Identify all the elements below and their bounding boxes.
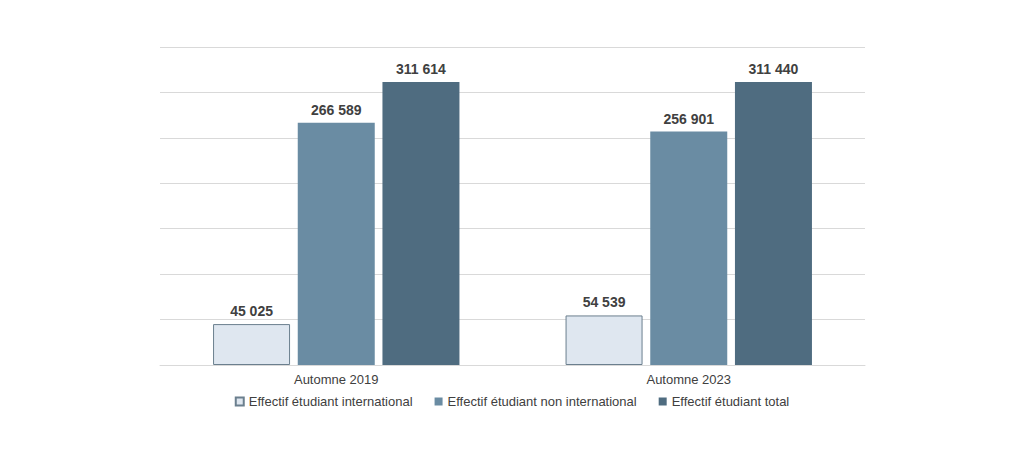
- svg-text:Effectif étudiant non internat: Effectif étudiant non international: [448, 394, 637, 409]
- svg-text:54 539: 54 539: [583, 294, 626, 310]
- svg-text:45 025: 45 025: [230, 303, 273, 319]
- svg-text:Automne 2023: Automne 2023: [646, 372, 731, 387]
- svg-text:Effectif étudiant total: Effectif étudiant total: [672, 394, 790, 409]
- svg-text:Effectif étudiant internationa: Effectif étudiant international: [249, 394, 413, 409]
- svg-text:311 614: 311 614: [396, 61, 446, 77]
- svg-text:311 440: 311 440: [749, 61, 799, 77]
- svg-text:266 589: 266 589: [311, 102, 362, 118]
- svg-text:Automne 2019: Automne 2019: [294, 372, 379, 387]
- svg-text:256 901: 256 901: [663, 111, 714, 127]
